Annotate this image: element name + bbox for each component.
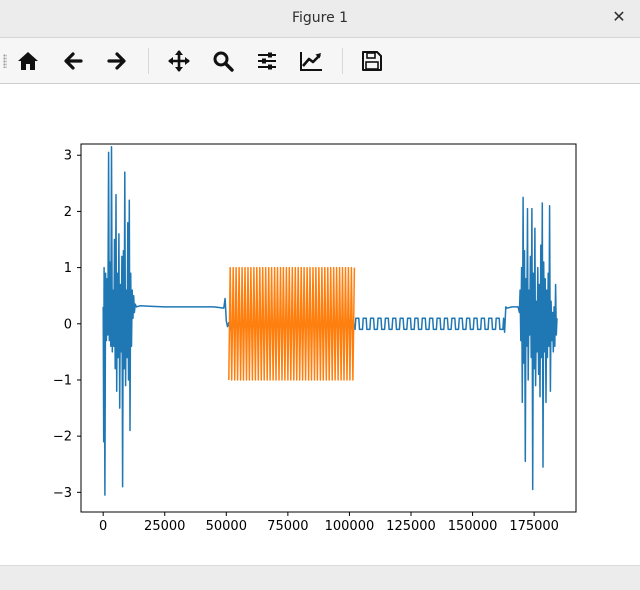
status-bar — [0, 565, 640, 590]
y-tick-label: 1 — [64, 261, 72, 276]
series-layer — [102, 146, 558, 496]
window-titlebar: Figure 1 ✕ — [0, 0, 640, 38]
y-tick-label: −2 — [53, 430, 72, 445]
save-icon[interactable] — [357, 46, 387, 76]
home-icon[interactable] — [13, 46, 43, 76]
y-axis: 3 2 1 0 −1 −2 −3 — [53, 149, 81, 501]
toolbar-separator — [148, 48, 149, 74]
y-tick-label: 2 — [64, 205, 72, 220]
pan-icon[interactable] — [164, 46, 194, 76]
toolbar-grip[interactable] — [3, 54, 7, 68]
x-tick-label: 150000 — [448, 519, 498, 534]
line-chart: 0 25000 50000 75000 100000 125000 150000 175000… — [53, 143, 577, 534]
y-tick-label: −1 — [53, 373, 72, 388]
x-tick-label: 50000 — [206, 519, 247, 534]
x-tick-label: 100000 — [325, 519, 375, 534]
x-axis: 0 25000 50000 75000 100000 125000 150000 175000 — [99, 512, 559, 534]
y-tick-label: 3 — [64, 149, 72, 164]
x-tick-label: 125000 — [386, 519, 436, 534]
series-line-2 — [228, 266, 356, 381]
edit-axis-icon[interactable] — [296, 46, 326, 76]
close-icon[interactable]: ✕ — [612, 7, 626, 26]
zoom-icon[interactable] — [208, 46, 238, 76]
series-line-1 — [102, 146, 558, 496]
forward-icon[interactable] — [102, 46, 132, 76]
back-icon[interactable] — [58, 46, 88, 76]
y-tick-label: 0 — [64, 317, 72, 332]
x-tick-label: 0 — [99, 519, 107, 534]
window-title: Figure 1 — [291, 10, 349, 26]
plot-frame — [80, 143, 577, 513]
figure-canvas[interactable]: 0 25000 50000 75000 100000 125000 150000 175000… — [0, 84, 640, 564]
x-tick-label: 75000 — [267, 519, 308, 534]
x-tick-label: 175000 — [509, 519, 559, 534]
toolbar — [0, 38, 640, 84]
x-tick-label: 25000 — [144, 519, 185, 534]
configure-subplots-icon[interactable] — [252, 46, 282, 76]
toolbar-separator — [342, 48, 343, 74]
y-tick-label: −3 — [53, 486, 72, 501]
